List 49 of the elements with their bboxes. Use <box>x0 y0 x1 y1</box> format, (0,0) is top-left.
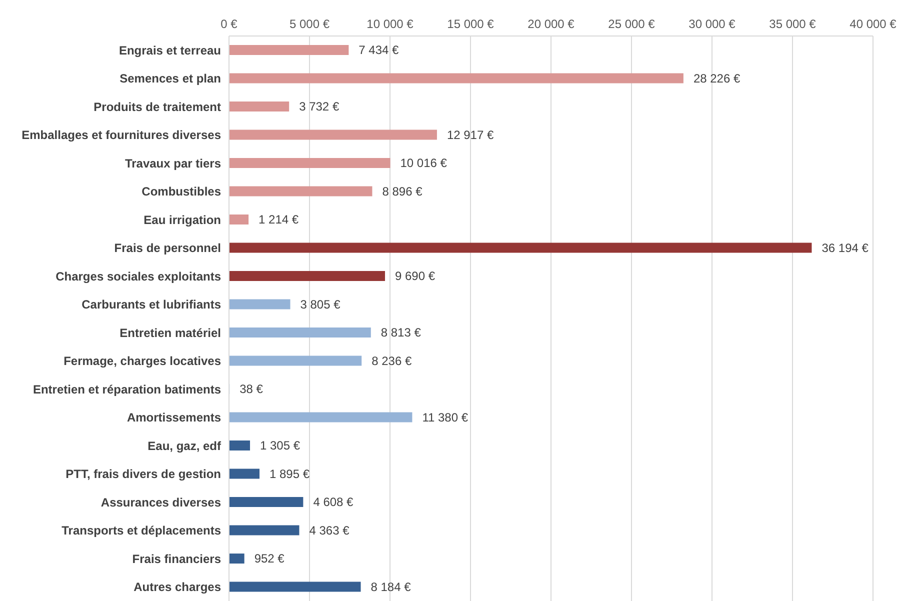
data-label: 1 895 € <box>270 466 310 481</box>
y-tick-label: Emballages et fournitures diverses <box>22 128 222 142</box>
y-tick-label: Travaux par tiers <box>124 156 222 170</box>
y-tick-label: Charges sociales exploitants <box>56 269 222 284</box>
y-tick-label: Transports et déplacements <box>62 524 222 538</box>
y-tick-label: Eau irrigation <box>144 212 221 227</box>
x-tick-label: 40 000 € <box>850 17 897 31</box>
y-tick-label: Autres charges <box>134 580 222 594</box>
data-label: 952 € <box>254 552 285 566</box>
y-tick-label: Entretien et réparation batiments <box>32 382 222 396</box>
y-tick-label: Fermage, charges locatives <box>64 354 222 368</box>
y-tick-label: Eau, gaz, edf <box>148 438 222 453</box>
data-label: 7 434 € <box>358 43 400 58</box>
data-label: 1 305 € <box>260 438 300 453</box>
y-tick-label: Produits de traitement <box>94 100 221 114</box>
data-label: 28 226 € <box>693 71 740 86</box>
data-label: 3 732 € <box>299 100 340 114</box>
y-tick-label: Assurances diverses <box>100 495 222 510</box>
data-label: 11 380 € <box>422 410 468 424</box>
data-label: 1 214 € <box>258 212 299 227</box>
y-tick-label: Amortissements <box>126 410 222 425</box>
data-label: 4 363 € <box>309 523 350 538</box>
y-tick-label: Combustibles <box>142 184 222 199</box>
x-tick-label: 35 000 € <box>769 17 816 31</box>
data-label: 38 € <box>240 382 264 396</box>
x-tick-label: 30 000 € <box>688 17 736 31</box>
y-tick-label: Engrais et terreau <box>118 43 221 58</box>
y-tick-label: Frais de personnel <box>114 241 221 256</box>
y-tick-label: Carburants et lubrifiants <box>82 298 222 312</box>
x-tick-label: 15 000 € <box>447 17 494 31</box>
data-label: 8 236 € <box>372 354 412 368</box>
x-tick-label: 10 000 € <box>366 17 414 31</box>
x-tick-label: 25 000 € <box>608 17 656 31</box>
data-label: 8 896 € <box>382 184 423 198</box>
data-label: 10 016 € <box>400 156 448 170</box>
data-label: 9 690 € <box>395 269 436 284</box>
y-tick-label: Semences et plan <box>120 72 221 86</box>
data-label: 4 608 € <box>313 495 354 510</box>
x-tick-label: 20 000 € <box>528 17 575 31</box>
data-label: 8 813 € <box>380 326 422 340</box>
y-tick-label: Entretien matériel <box>120 326 221 340</box>
y-tick-label: Frais financiers <box>132 552 222 566</box>
x-tick-label: 0 € <box>220 17 238 31</box>
data-label: 3 805 € <box>300 297 341 312</box>
data-label: 12 917 € <box>446 128 494 142</box>
y-tick-label: PTT, frais divers de gestion <box>66 467 221 482</box>
data-label: 36 194 € <box>822 240 869 255</box>
data-label: 8 184 € <box>370 580 412 594</box>
x-tick-label: 5 000 € <box>289 17 330 31</box>
